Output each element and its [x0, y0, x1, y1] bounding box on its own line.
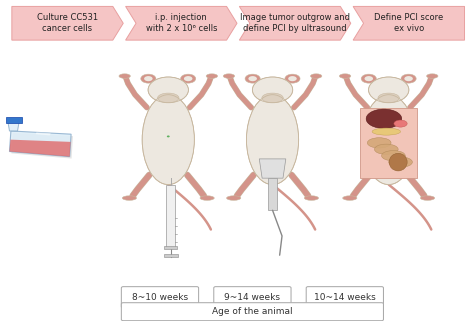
Polygon shape — [8, 123, 19, 131]
Ellipse shape — [369, 77, 408, 102]
Polygon shape — [9, 140, 71, 157]
FancyBboxPatch shape — [121, 287, 199, 308]
Ellipse shape — [366, 109, 401, 128]
FancyBboxPatch shape — [121, 303, 383, 321]
Polygon shape — [36, 132, 51, 135]
Ellipse shape — [394, 120, 407, 127]
Bar — [360, 108, 417, 178]
Text: Age of the animal: Age of the animal — [212, 307, 293, 316]
Polygon shape — [12, 6, 123, 40]
Ellipse shape — [378, 93, 399, 103]
Ellipse shape — [148, 77, 188, 102]
Ellipse shape — [367, 138, 391, 148]
Ellipse shape — [247, 96, 298, 184]
FancyBboxPatch shape — [306, 287, 383, 308]
Bar — [6, 117, 22, 123]
Ellipse shape — [144, 76, 153, 81]
Ellipse shape — [248, 76, 257, 81]
Ellipse shape — [374, 144, 398, 154]
Text: 8~10 weeks: 8~10 weeks — [132, 293, 188, 302]
Ellipse shape — [223, 74, 235, 78]
Ellipse shape — [304, 196, 319, 200]
Bar — [164, 246, 177, 249]
Ellipse shape — [142, 95, 194, 185]
Ellipse shape — [389, 157, 412, 167]
Ellipse shape — [252, 77, 292, 103]
Ellipse shape — [285, 74, 300, 83]
Text: i.p. injection
with 2 x 10⁶ cells: i.p. injection with 2 x 10⁶ cells — [146, 13, 217, 33]
Ellipse shape — [363, 95, 415, 185]
Ellipse shape — [368, 77, 409, 103]
Ellipse shape — [343, 196, 357, 200]
Ellipse shape — [157, 93, 179, 103]
Ellipse shape — [401, 74, 416, 83]
Ellipse shape — [141, 74, 156, 83]
Ellipse shape — [288, 76, 297, 81]
Ellipse shape — [253, 77, 292, 102]
Polygon shape — [11, 133, 73, 159]
Polygon shape — [259, 159, 286, 178]
Polygon shape — [9, 131, 71, 157]
Polygon shape — [126, 6, 237, 40]
Ellipse shape — [227, 196, 241, 200]
Text: 9~14 weeks: 9~14 weeks — [224, 293, 281, 302]
Ellipse shape — [206, 74, 218, 78]
Text: Image tumor outgrow and
define PCI by ultrasound: Image tumor outgrow and define PCI by ul… — [240, 13, 350, 33]
Ellipse shape — [420, 196, 435, 200]
Ellipse shape — [262, 93, 283, 103]
Bar — [166, 185, 175, 247]
Ellipse shape — [246, 95, 299, 185]
Ellipse shape — [200, 196, 214, 200]
Ellipse shape — [382, 151, 405, 161]
Ellipse shape — [427, 74, 438, 78]
Polygon shape — [353, 6, 465, 40]
Ellipse shape — [167, 135, 170, 137]
Ellipse shape — [184, 76, 192, 81]
Ellipse shape — [404, 76, 413, 81]
Text: 10~14 weeks: 10~14 weeks — [314, 293, 376, 302]
Text: Culture CC531
cancer cells: Culture CC531 cancer cells — [37, 13, 98, 33]
Bar — [268, 178, 277, 210]
Ellipse shape — [365, 76, 373, 81]
Ellipse shape — [389, 153, 407, 171]
Polygon shape — [239, 6, 351, 40]
Text: Define PCI score
ex vivo: Define PCI score ex vivo — [374, 13, 444, 33]
Ellipse shape — [119, 74, 130, 78]
FancyBboxPatch shape — [214, 287, 291, 308]
Ellipse shape — [310, 74, 322, 78]
Ellipse shape — [245, 74, 260, 83]
Ellipse shape — [181, 74, 196, 83]
Ellipse shape — [339, 74, 351, 78]
Ellipse shape — [143, 96, 194, 184]
Ellipse shape — [372, 128, 401, 135]
Ellipse shape — [148, 77, 188, 103]
Bar — [164, 254, 178, 257]
Ellipse shape — [122, 196, 137, 200]
Ellipse shape — [363, 96, 414, 184]
Ellipse shape — [361, 74, 376, 83]
